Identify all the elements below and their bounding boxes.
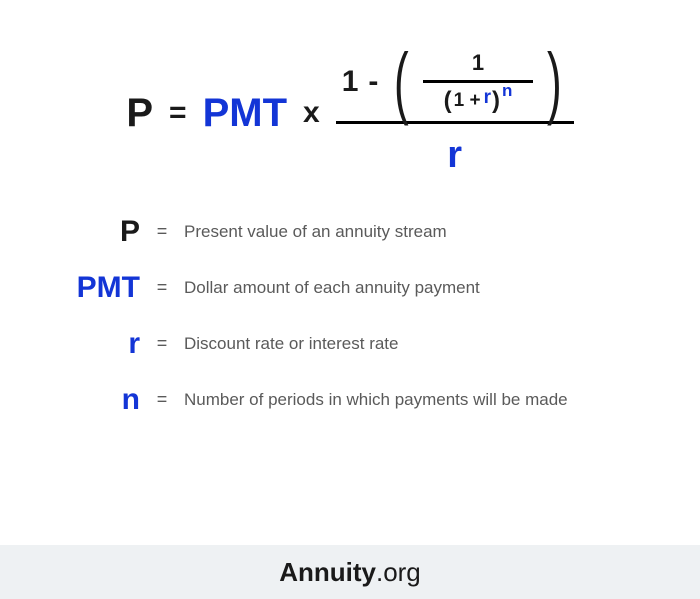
main-numerator: 1 - ( 1 ( 1 + r ) n ) <box>336 50 574 121</box>
inner-denominator: ( 1 + r ) n <box>444 83 513 115</box>
symbol-p: P <box>126 93 153 133</box>
main-fraction: 1 - ( 1 ( 1 + r ) n ) r <box>336 50 574 177</box>
numerator-minus: - <box>368 65 380 99</box>
inner-one-plus: 1 + <box>452 87 483 115</box>
left-paren-icon: ( <box>394 50 409 114</box>
definition-equals: = <box>140 333 184 354</box>
inner-numerator: 1 <box>472 50 484 80</box>
definitions-list: P = Present value of an annuity stream P… <box>0 187 700 415</box>
formula: P = PMT x 1 - ( 1 ( 1 + r ) n ) r <box>0 0 700 187</box>
definition-symbol: PMT <box>50 273 140 303</box>
definition-text: Discount rate or interest rate <box>184 334 650 354</box>
definition-row: n = Number of periods in which payments … <box>50 385 650 415</box>
inner-exponent-n: n <box>502 81 512 101</box>
definition-symbol: n <box>50 385 140 415</box>
definition-equals: = <box>140 221 184 242</box>
definition-row: r = Discount rate or interest rate <box>50 329 650 359</box>
numerator-one: 1 <box>342 65 361 99</box>
inner-right-paren-icon: ) <box>492 87 500 115</box>
inner-fraction: 1 ( 1 + r ) n <box>423 50 533 115</box>
symbol-pmt: PMT <box>203 93 287 133</box>
footer-brand-name: Annuity <box>279 557 376 588</box>
inner-r: r <box>483 87 492 109</box>
definition-equals: = <box>140 277 184 298</box>
right-paren-icon: ) <box>547 50 562 114</box>
multiply-sign: x <box>303 96 320 130</box>
definition-text: Number of periods in which payments will… <box>184 390 650 410</box>
footer-brand: Annuity.org <box>0 545 700 599</box>
equals-sign: = <box>169 96 187 130</box>
definition-equals: = <box>140 389 184 410</box>
definition-text: Dollar amount of each annuity payment <box>184 278 650 298</box>
footer-brand-suffix: .org <box>376 557 421 588</box>
definition-row: P = Present value of an annuity stream <box>50 217 650 247</box>
definition-row: PMT = Dollar amount of each annuity paym… <box>50 273 650 303</box>
definition-text: Present value of an annuity stream <box>184 222 650 242</box>
main-denominator-r: r <box>447 124 462 177</box>
inner-left-paren-icon: ( <box>444 87 452 115</box>
definition-symbol: P <box>50 217 140 247</box>
definition-symbol: r <box>50 329 140 359</box>
